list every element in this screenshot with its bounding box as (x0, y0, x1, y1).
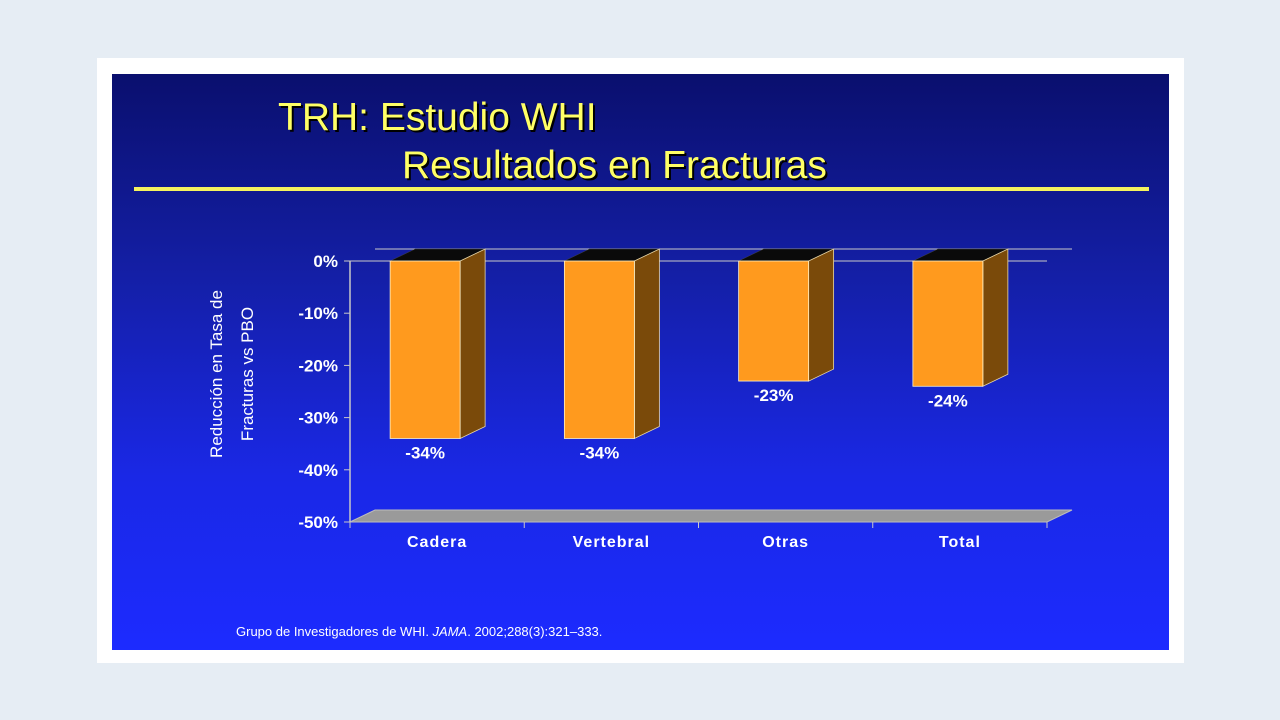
y-tick-label: -20% (298, 356, 338, 375)
bar-side (982, 248, 1009, 387)
x-category-label: Otras (762, 534, 809, 551)
slide-title-line1: TRH: Estudio WHI (278, 96, 597, 139)
bar (912, 260, 984, 387)
bar (389, 260, 461, 439)
y-tick-label: -10% (298, 304, 338, 323)
citation: Grupo de Investigadores de WHI. JAMA. 20… (236, 624, 602, 639)
bar (563, 260, 635, 439)
bar-side (808, 248, 835, 382)
slide: TRH: Estudio WHI Resultados en Fracturas… (112, 74, 1169, 650)
bar-side (459, 248, 486, 440)
x-category-label: Cadera (407, 534, 467, 551)
citation-journal: JAMA (432, 624, 468, 639)
bar-value-label: -34% (580, 443, 620, 462)
title-divider (134, 187, 1149, 191)
bar-side (633, 248, 660, 440)
bar-value-label: -34% (405, 443, 445, 462)
chart-floor (349, 509, 1073, 523)
y-tick-label: 0% (313, 252, 338, 271)
citation-authors: Grupo de Investigadores de WHI. (236, 624, 433, 639)
bar-value-label: -24% (928, 391, 968, 410)
y-tick-label: -50% (298, 513, 338, 532)
bar-chart: 0% -10% -20% -30% -40% -50% -34% Cadera -34% Ver… (207, 248, 1073, 551)
citation-details: . 2002;288(3):321–333. (467, 624, 603, 639)
y-tick-label: -40% (298, 461, 338, 480)
bar (738, 260, 810, 382)
x-category-label: Vertebral (573, 534, 650, 551)
y-tick-label: -30% (298, 409, 338, 428)
y-axis-label-line2: Fracturas vs PBO (238, 307, 257, 441)
x-category-label: Total (939, 534, 981, 551)
y-axis-label-line1: Reducción en Tasa de (207, 290, 226, 458)
slide-title-line2: Resultados en Fracturas (402, 144, 827, 187)
bar-value-label: -23% (754, 386, 794, 405)
